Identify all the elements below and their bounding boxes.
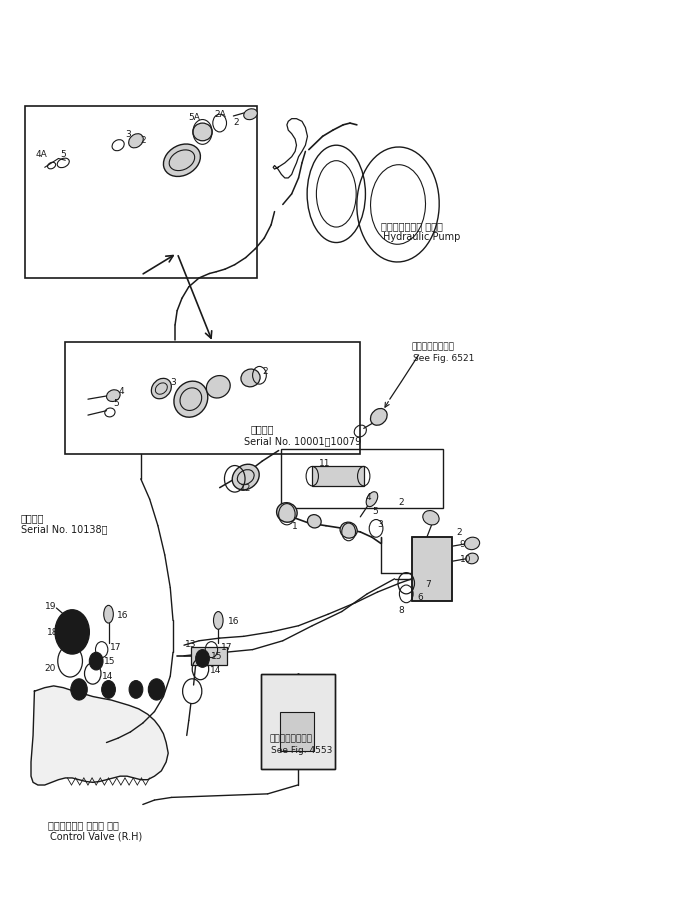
Bar xyxy=(312,467,364,486)
Text: 15: 15 xyxy=(211,651,223,660)
Text: 2: 2 xyxy=(398,498,404,507)
Bar xyxy=(65,342,360,455)
Ellipse shape xyxy=(465,538,480,550)
Text: Serial No. 10001～10079: Serial No. 10001～10079 xyxy=(244,436,361,446)
Text: 19: 19 xyxy=(45,602,56,610)
Text: 14: 14 xyxy=(210,666,221,675)
Ellipse shape xyxy=(423,511,439,525)
Ellipse shape xyxy=(276,503,298,522)
Ellipse shape xyxy=(66,617,78,628)
Text: ハイドロリック ポンプ: ハイドロリック ポンプ xyxy=(381,221,442,231)
Text: 適用号機: 適用号機 xyxy=(251,424,274,434)
Text: コントロール バルブ 右側: コントロール バルブ 右側 xyxy=(48,819,119,829)
Text: 1: 1 xyxy=(292,521,298,530)
Text: 2: 2 xyxy=(141,135,146,144)
Text: 2: 2 xyxy=(233,117,239,126)
Text: 6: 6 xyxy=(417,593,423,602)
Circle shape xyxy=(148,679,164,700)
Ellipse shape xyxy=(366,492,378,507)
Text: 第６５２１図参照: 第６５２１図参照 xyxy=(412,342,455,351)
Text: 16: 16 xyxy=(117,610,128,619)
Text: 2: 2 xyxy=(262,367,268,376)
Text: 15: 15 xyxy=(104,656,116,665)
Text: 10: 10 xyxy=(460,555,471,564)
Polygon shape xyxy=(31,686,168,785)
Circle shape xyxy=(102,681,116,698)
Bar xyxy=(25,107,257,279)
Ellipse shape xyxy=(340,522,357,538)
Text: 5A: 5A xyxy=(188,114,200,123)
Text: 5: 5 xyxy=(372,507,379,516)
Bar xyxy=(261,674,335,769)
Ellipse shape xyxy=(106,391,120,402)
Text: 適用号機: 適用号機 xyxy=(21,512,44,522)
Bar xyxy=(281,449,443,509)
Ellipse shape xyxy=(206,376,230,399)
Ellipse shape xyxy=(193,124,212,142)
Ellipse shape xyxy=(370,409,387,426)
Ellipse shape xyxy=(466,554,478,564)
Text: 20: 20 xyxy=(45,663,56,672)
Ellipse shape xyxy=(241,370,260,387)
Ellipse shape xyxy=(151,379,172,400)
Text: 17: 17 xyxy=(110,643,121,652)
Ellipse shape xyxy=(163,145,200,178)
Circle shape xyxy=(129,681,143,698)
Text: 2A: 2A xyxy=(215,110,227,119)
Text: 3: 3 xyxy=(170,378,176,387)
Text: See Fig. 6521: See Fig. 6521 xyxy=(413,354,475,363)
Circle shape xyxy=(90,652,103,670)
Ellipse shape xyxy=(129,134,144,149)
Text: Serial No. 10138～: Serial No. 10138～ xyxy=(21,524,107,534)
Text: 13: 13 xyxy=(186,640,197,649)
Ellipse shape xyxy=(307,515,321,529)
Text: 5: 5 xyxy=(60,150,66,159)
Text: 7: 7 xyxy=(426,579,431,588)
Ellipse shape xyxy=(214,612,223,630)
Text: 4: 4 xyxy=(118,386,124,395)
Bar xyxy=(412,538,452,602)
Text: 16: 16 xyxy=(228,616,239,625)
Circle shape xyxy=(55,610,90,654)
Text: 17: 17 xyxy=(221,643,232,652)
Text: 4A: 4A xyxy=(36,150,48,159)
Circle shape xyxy=(71,679,88,700)
Bar xyxy=(261,674,335,769)
Text: 5: 5 xyxy=(113,399,119,408)
Text: 3: 3 xyxy=(125,130,131,139)
Ellipse shape xyxy=(232,465,259,491)
Text: See Fig. 4553: See Fig. 4553 xyxy=(271,745,332,754)
Text: 3: 3 xyxy=(377,519,383,528)
Text: 8: 8 xyxy=(398,605,404,614)
Bar xyxy=(191,648,227,665)
Text: 2: 2 xyxy=(456,528,462,537)
Text: 9: 9 xyxy=(460,539,466,548)
Bar xyxy=(280,712,314,751)
Circle shape xyxy=(195,649,209,667)
Text: 14: 14 xyxy=(102,671,113,680)
Text: 18: 18 xyxy=(47,628,58,637)
Ellipse shape xyxy=(174,382,208,418)
Text: 4: 4 xyxy=(365,492,371,502)
Bar xyxy=(412,538,452,602)
Text: 11: 11 xyxy=(319,459,330,468)
Ellipse shape xyxy=(244,110,258,121)
Text: Hydraulic Pump: Hydraulic Pump xyxy=(383,232,461,242)
Text: 12: 12 xyxy=(240,483,251,492)
Ellipse shape xyxy=(104,606,113,623)
Text: 第４５５３図参照: 第４５５３図参照 xyxy=(269,734,312,742)
Text: Control Valve (R.H): Control Valve (R.H) xyxy=(50,831,143,841)
